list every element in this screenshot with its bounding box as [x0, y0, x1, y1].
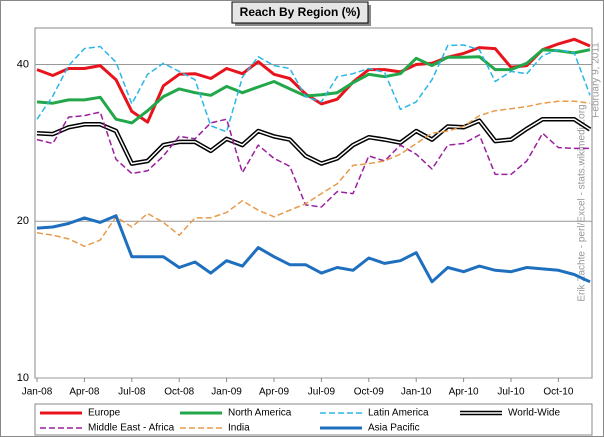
y-tick-label: 10 — [17, 372, 29, 384]
chart-title: Reach By Region (%) — [240, 5, 361, 19]
legend-label: Europe — [88, 408, 121, 419]
series-line — [36, 48, 591, 125]
credit: Erik Zachte - perl/Excel - stats.wikimed… — [577, 104, 588, 301]
series-line-inner — [36, 118, 591, 165]
title-box — [231, 1, 369, 24]
legend-label: India — [228, 423, 250, 434]
x-tick-label: Jul-08 — [118, 387, 146, 398]
legend-label: Asia Pacific — [368, 423, 420, 434]
x-tick-label: Oct-08 — [164, 387, 194, 398]
x-tick-label: Apr-10 — [449, 387, 479, 398]
legend-label: Latin America — [368, 408, 429, 419]
x-tick-label: Apr-09 — [259, 387, 289, 398]
x-tick-label: Jul-10 — [497, 387, 525, 398]
x-tick-label: Oct-09 — [354, 387, 384, 398]
x-tick-label: Apr-08 — [69, 387, 99, 398]
x-tick-label: Jul-09 — [308, 387, 336, 398]
series-line — [36, 111, 590, 208]
legend-label: World-Wide — [508, 408, 560, 419]
x-tick-label: Jan-09 — [211, 387, 242, 398]
series-line — [36, 44, 591, 133]
legend-box — [34, 403, 593, 436]
legend-label: North America — [228, 408, 292, 419]
x-tick-label: Jan-08 — [22, 387, 53, 398]
y-tick-label: 40 — [17, 58, 29, 70]
y-tick-label: 20 — [17, 215, 29, 227]
series-line — [36, 214, 591, 284]
date-note: February 9, 2011 — [591, 42, 602, 118]
series-line — [36, 100, 591, 248]
legend-label: Middle East - Africa — [88, 423, 175, 434]
x-tick-label: Jan-10 — [401, 387, 432, 398]
x-tick-label: Oct-10 — [543, 387, 573, 398]
